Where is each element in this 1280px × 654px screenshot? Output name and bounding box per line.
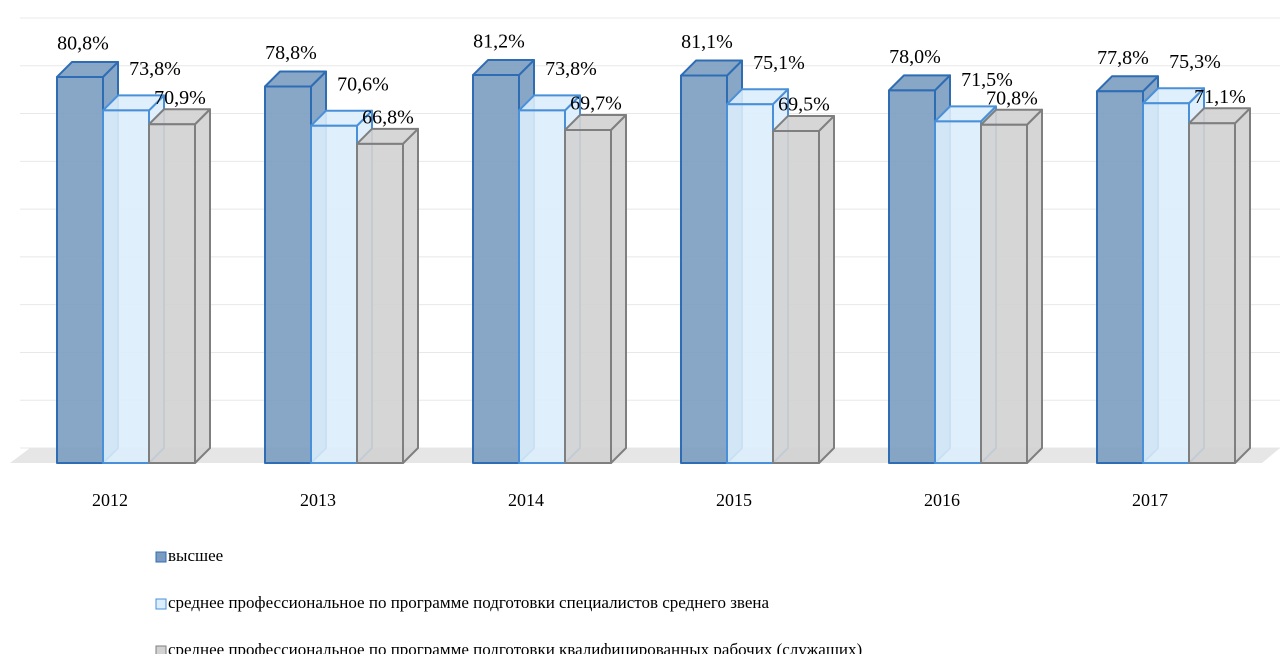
bar-front — [680, 74, 728, 465]
data-label: 81,1% — [681, 31, 733, 53]
x-tick-label: 2015 — [716, 490, 752, 510]
data-label: 70,8% — [986, 87, 1038, 109]
bar-side — [194, 108, 211, 464]
bar-front — [772, 129, 820, 464]
bar-front — [726, 103, 774, 464]
data-label: 71,5% — [961, 69, 1013, 91]
bar — [980, 108, 1043, 464]
bar-front — [934, 120, 982, 464]
data-label: 71,1% — [1194, 86, 1246, 108]
bar-front — [310, 124, 358, 464]
bar-front — [356, 142, 404, 464]
bar — [148, 108, 211, 464]
bar-side — [818, 114, 835, 464]
legend-swatch — [155, 598, 167, 610]
bar-side — [402, 127, 419, 464]
bar-side — [1026, 108, 1043, 464]
x-tick-label: 2014 — [508, 490, 544, 510]
bar-front — [888, 89, 936, 464]
data-label: 75,3% — [1169, 51, 1221, 73]
x-tick-label: 2012 — [92, 490, 128, 510]
legend-label: среднее профессиональное по программе по… — [168, 640, 862, 654]
bar-front — [472, 74, 520, 465]
bar-front — [1096, 90, 1144, 465]
bar-front — [148, 123, 196, 464]
data-label: 78,0% — [889, 46, 941, 68]
data-label: 70,6% — [337, 73, 389, 95]
legend-label: среднее профессиональное по программе по… — [168, 593, 769, 612]
data-label: 69,5% — [778, 94, 830, 116]
data-label: 66,8% — [362, 106, 414, 128]
bar — [564, 113, 627, 464]
legend-label: высшее — [168, 546, 223, 565]
bar-front — [1188, 122, 1236, 465]
data-label: 77,8% — [1097, 47, 1149, 69]
bar-front — [264, 85, 312, 464]
bar-front — [518, 109, 566, 465]
data-label: 75,1% — [753, 52, 805, 74]
data-label: 73,8% — [129, 58, 181, 80]
data-label: 70,9% — [154, 87, 206, 109]
bar-front — [980, 123, 1028, 464]
legend-swatch — [155, 551, 167, 563]
bar-front — [102, 109, 150, 465]
bar — [356, 127, 419, 464]
bar-front — [56, 75, 104, 464]
legend-swatch — [155, 645, 167, 654]
data-label: 78,8% — [265, 42, 317, 64]
bar — [772, 114, 835, 464]
x-tick-label: 2017 — [1132, 490, 1168, 510]
bar-side — [1234, 107, 1251, 464]
data-label: 80,8% — [57, 33, 109, 55]
bar-front — [564, 128, 612, 464]
data-label: 81,2% — [473, 31, 525, 53]
bar-side — [610, 113, 627, 464]
data-label: 69,7% — [570, 93, 622, 115]
x-tick-label: 2013 — [300, 490, 336, 510]
x-tick-label: 2016 — [924, 490, 960, 510]
bar — [1188, 107, 1251, 465]
data-label: 73,8% — [545, 58, 597, 80]
bar-front — [1142, 102, 1190, 464]
